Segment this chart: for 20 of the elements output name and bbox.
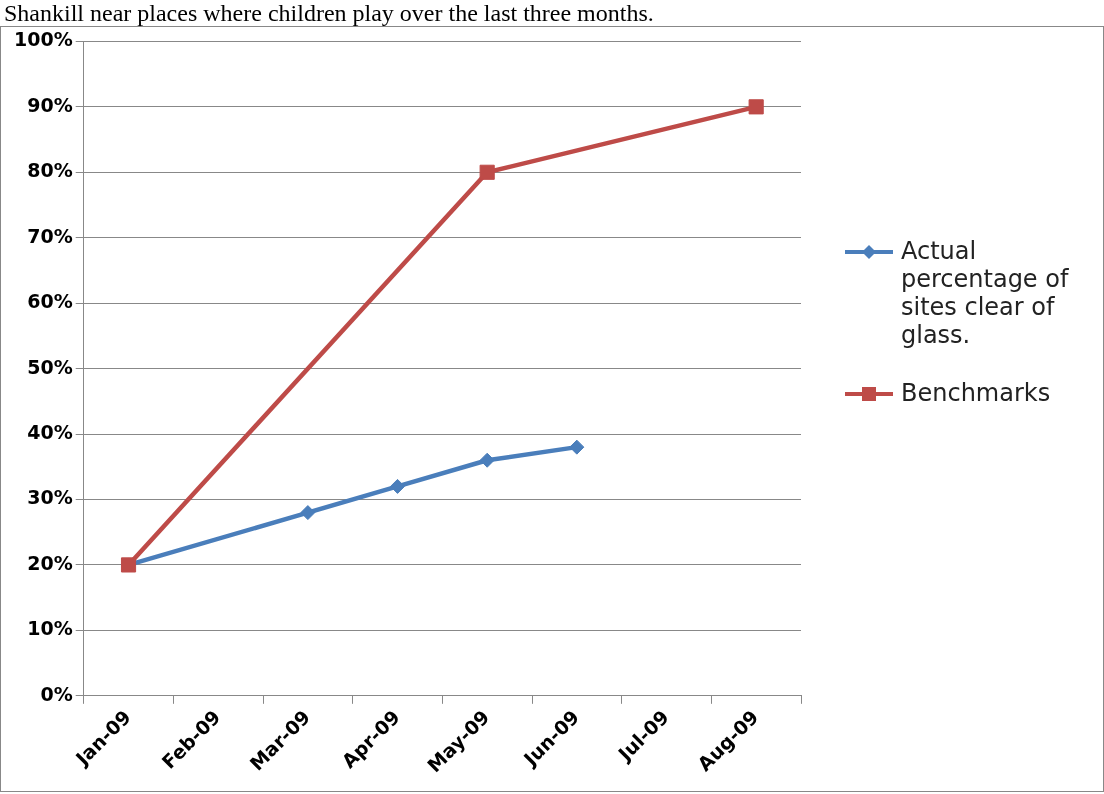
y-tick-label: 50% <box>27 355 73 378</box>
y-tick-label: 60% <box>27 290 73 313</box>
y-tick-label: 90% <box>27 93 73 116</box>
point <box>748 99 764 115</box>
point <box>479 452 495 468</box>
y-tick-label: 20% <box>27 551 73 574</box>
legend-label: Actual percentage of sites clear of glass. <box>901 237 1070 349</box>
point <box>479 164 495 180</box>
y-tick-label: 80% <box>27 159 73 182</box>
legend-label: Benchmarks <box>901 379 1051 407</box>
y-tick-label: 100% <box>13 28 73 51</box>
chart-title: Shankill near places where children play over the last three months. <box>3 0 655 26</box>
y-tick-label: 0% <box>40 682 73 705</box>
point <box>300 505 316 521</box>
y-tick-label: 10% <box>27 617 73 640</box>
point <box>569 439 585 455</box>
y-tick-label: 70% <box>27 224 73 247</box>
point <box>390 478 406 494</box>
y-tick-label: 30% <box>27 486 73 509</box>
y-tick-label: 40% <box>27 420 73 443</box>
